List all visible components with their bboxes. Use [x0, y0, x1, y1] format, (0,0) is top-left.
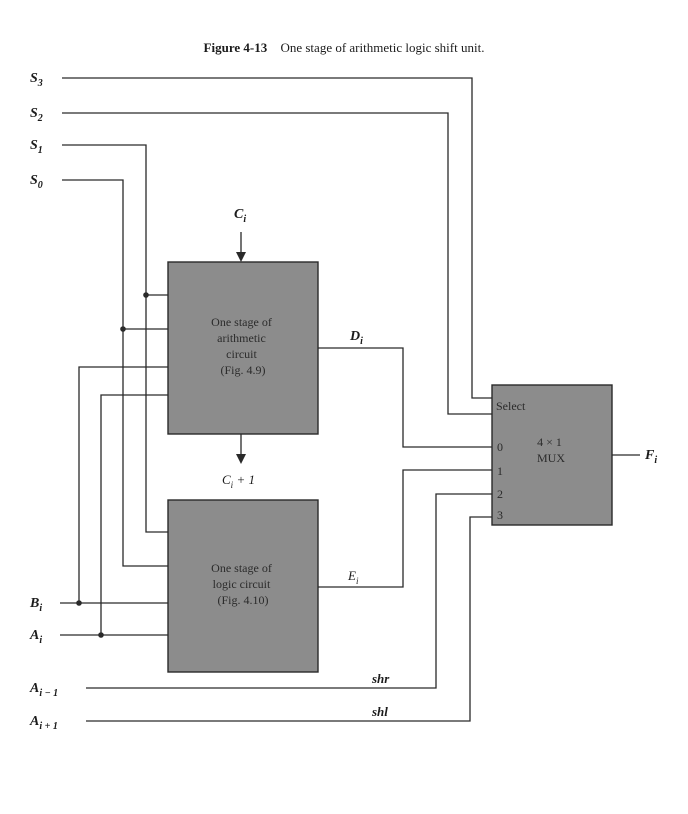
label-shl: shl [371, 704, 388, 719]
label-bi: Bi [29, 596, 42, 614]
junction-s0 [120, 326, 126, 332]
wire-shr [86, 493, 492, 689]
arithmetic-block-text: One stage of arithmetic circuit (Fig. 4.… [211, 315, 275, 377]
junction-bi [76, 600, 82, 606]
label-a-i-minus-1: Ai − 1 [29, 681, 58, 699]
caption-text: One stage of arithmetic logic shift unit… [280, 40, 484, 55]
carry-out-arrow-icon [236, 454, 246, 464]
mux-input-0-label: 0 [497, 440, 503, 454]
arithmetic-circuit-block [167, 261, 319, 435]
wire-s1 [62, 144, 168, 533]
label-a-i-plus-1: Ai + 1 [29, 714, 58, 732]
wire-s2 [62, 112, 492, 415]
junction-s1 [143, 292, 149, 298]
mux-select-label: Select [496, 399, 526, 413]
wire-shl [86, 516, 492, 722]
figure-caption: Figure 4-13 One stage of arithmetic logi… [204, 40, 485, 55]
label-di: Di [349, 329, 363, 347]
label-s3: S3 [30, 71, 43, 89]
label-shr: shr [371, 671, 390, 686]
wire-di [318, 347, 492, 448]
wire-s0 [62, 179, 168, 567]
wire-ei [318, 469, 492, 588]
mux-block [491, 384, 613, 526]
label-ai: Ai [29, 628, 42, 646]
caption-number: Figure 4-13 [204, 40, 268, 55]
mux-input-2-label: 2 [497, 487, 503, 501]
ci-arrow-icon [236, 252, 246, 262]
label-fi: Fi [644, 448, 657, 466]
mux-name: 4 × 1 MUX [537, 435, 565, 465]
label-s1: S1 [30, 138, 43, 156]
wire-ai-arith [100, 394, 168, 635]
label-ei: Ei [347, 568, 359, 586]
label-ci: Ci [234, 207, 246, 225]
junction-ai [98, 632, 104, 638]
wire-bi-arith [78, 366, 168, 603]
logic-block-text: One stage of logic circuit (Fig. 4.10) [211, 561, 275, 607]
mux-input-1-label: 1 [497, 464, 503, 478]
label-s0: S0 [30, 173, 43, 191]
mux-input-3-label: 3 [497, 508, 503, 522]
label-s2: S2 [30, 106, 43, 124]
label-carry-out: Ci + 1 [222, 472, 255, 490]
wire-s3 [62, 77, 492, 399]
logic-circuit-block [167, 499, 319, 673]
